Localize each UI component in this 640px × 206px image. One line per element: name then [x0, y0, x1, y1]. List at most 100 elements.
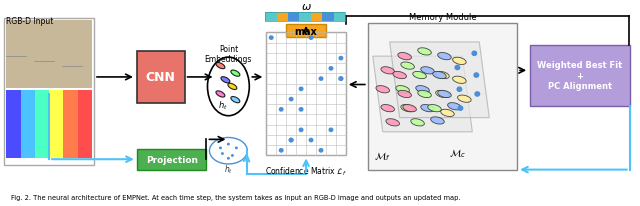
Circle shape — [319, 148, 323, 153]
Ellipse shape — [452, 58, 466, 65]
Bar — [6, 21, 92, 89]
Ellipse shape — [441, 110, 454, 117]
Circle shape — [269, 36, 274, 41]
Ellipse shape — [381, 67, 394, 75]
Circle shape — [289, 138, 294, 143]
Text: max: max — [294, 27, 317, 36]
Circle shape — [231, 154, 234, 157]
Bar — [63, 91, 77, 158]
Ellipse shape — [376, 86, 390, 93]
Bar — [4, 19, 94, 165]
Bar — [311, 13, 322, 22]
Text: Weighted Best Fit
+
PC Alignment: Weighted Best Fit + PC Alignment — [537, 61, 623, 90]
Ellipse shape — [413, 72, 426, 79]
Circle shape — [289, 138, 294, 143]
Ellipse shape — [418, 91, 431, 98]
Circle shape — [308, 138, 314, 143]
Circle shape — [235, 147, 238, 150]
Bar — [530, 46, 630, 107]
Text: CNN: CNN — [146, 71, 175, 84]
Ellipse shape — [428, 105, 442, 112]
Circle shape — [227, 143, 230, 146]
Ellipse shape — [420, 105, 435, 112]
Ellipse shape — [393, 72, 406, 79]
Bar — [266, 33, 346, 156]
Ellipse shape — [231, 71, 240, 77]
Bar — [276, 13, 288, 22]
Ellipse shape — [221, 77, 230, 83]
Ellipse shape — [433, 72, 446, 79]
Ellipse shape — [418, 49, 431, 56]
Text: Point
Embeddings: Point Embeddings — [205, 45, 252, 64]
Ellipse shape — [447, 103, 461, 110]
Circle shape — [458, 106, 463, 111]
Circle shape — [319, 77, 323, 82]
Bar — [286, 25, 326, 38]
Ellipse shape — [207, 58, 250, 116]
Bar — [6, 91, 20, 158]
Bar — [77, 91, 92, 158]
Circle shape — [471, 51, 477, 57]
Circle shape — [221, 152, 224, 155]
Bar — [137, 149, 207, 170]
Circle shape — [474, 92, 480, 97]
Text: $\mathcal{M}_f$: $\mathcal{M}_f$ — [374, 149, 391, 162]
Circle shape — [339, 77, 344, 82]
Circle shape — [278, 108, 284, 112]
Circle shape — [299, 108, 303, 112]
Circle shape — [456, 87, 462, 93]
Circle shape — [454, 65, 460, 71]
Bar — [368, 24, 517, 170]
Ellipse shape — [431, 117, 444, 124]
Ellipse shape — [420, 67, 435, 75]
Ellipse shape — [228, 84, 237, 90]
Bar — [333, 13, 345, 22]
Text: $\mathcal{M}_c$: $\mathcal{M}_c$ — [449, 146, 467, 159]
Ellipse shape — [398, 91, 412, 98]
Bar — [265, 13, 345, 22]
Bar — [300, 13, 311, 22]
Ellipse shape — [411, 119, 424, 126]
Text: $\omega$: $\omega$ — [301, 2, 312, 12]
Text: $h_t$: $h_t$ — [218, 99, 227, 111]
Bar — [322, 13, 333, 22]
Bar — [265, 13, 276, 22]
Ellipse shape — [398, 53, 412, 61]
Circle shape — [339, 56, 344, 61]
Text: Projection: Projection — [146, 155, 198, 164]
Ellipse shape — [209, 138, 247, 164]
Circle shape — [289, 97, 294, 102]
Bar — [20, 91, 35, 158]
Ellipse shape — [216, 63, 225, 69]
Ellipse shape — [436, 72, 449, 79]
Text: Confidence Matrix $\mathcal{L}_f$: Confidence Matrix $\mathcal{L}_f$ — [265, 165, 347, 178]
Bar — [49, 91, 63, 158]
Circle shape — [308, 36, 314, 41]
Polygon shape — [390, 43, 489, 118]
Circle shape — [474, 73, 479, 78]
Text: RGB-D Input: RGB-D Input — [6, 17, 54, 26]
Circle shape — [328, 128, 333, 132]
Circle shape — [299, 87, 303, 92]
Ellipse shape — [438, 53, 451, 61]
Ellipse shape — [403, 105, 417, 112]
Ellipse shape — [436, 91, 449, 98]
Ellipse shape — [438, 91, 451, 98]
Circle shape — [299, 128, 303, 132]
Ellipse shape — [396, 86, 410, 93]
Ellipse shape — [416, 86, 429, 93]
Bar — [35, 91, 49, 158]
Bar — [137, 52, 184, 104]
Ellipse shape — [381, 105, 394, 112]
Ellipse shape — [401, 105, 415, 112]
Circle shape — [278, 148, 284, 153]
Ellipse shape — [401, 63, 415, 70]
Bar — [288, 13, 300, 22]
Text: Fig. 2. The neural architecture of EMPNet. At each time step, the system takes a: Fig. 2. The neural architecture of EMPNe… — [12, 194, 461, 200]
Circle shape — [339, 77, 344, 82]
Circle shape — [328, 67, 333, 71]
Ellipse shape — [386, 119, 399, 126]
Ellipse shape — [458, 96, 471, 103]
Circle shape — [227, 157, 230, 160]
Polygon shape — [372, 57, 472, 132]
